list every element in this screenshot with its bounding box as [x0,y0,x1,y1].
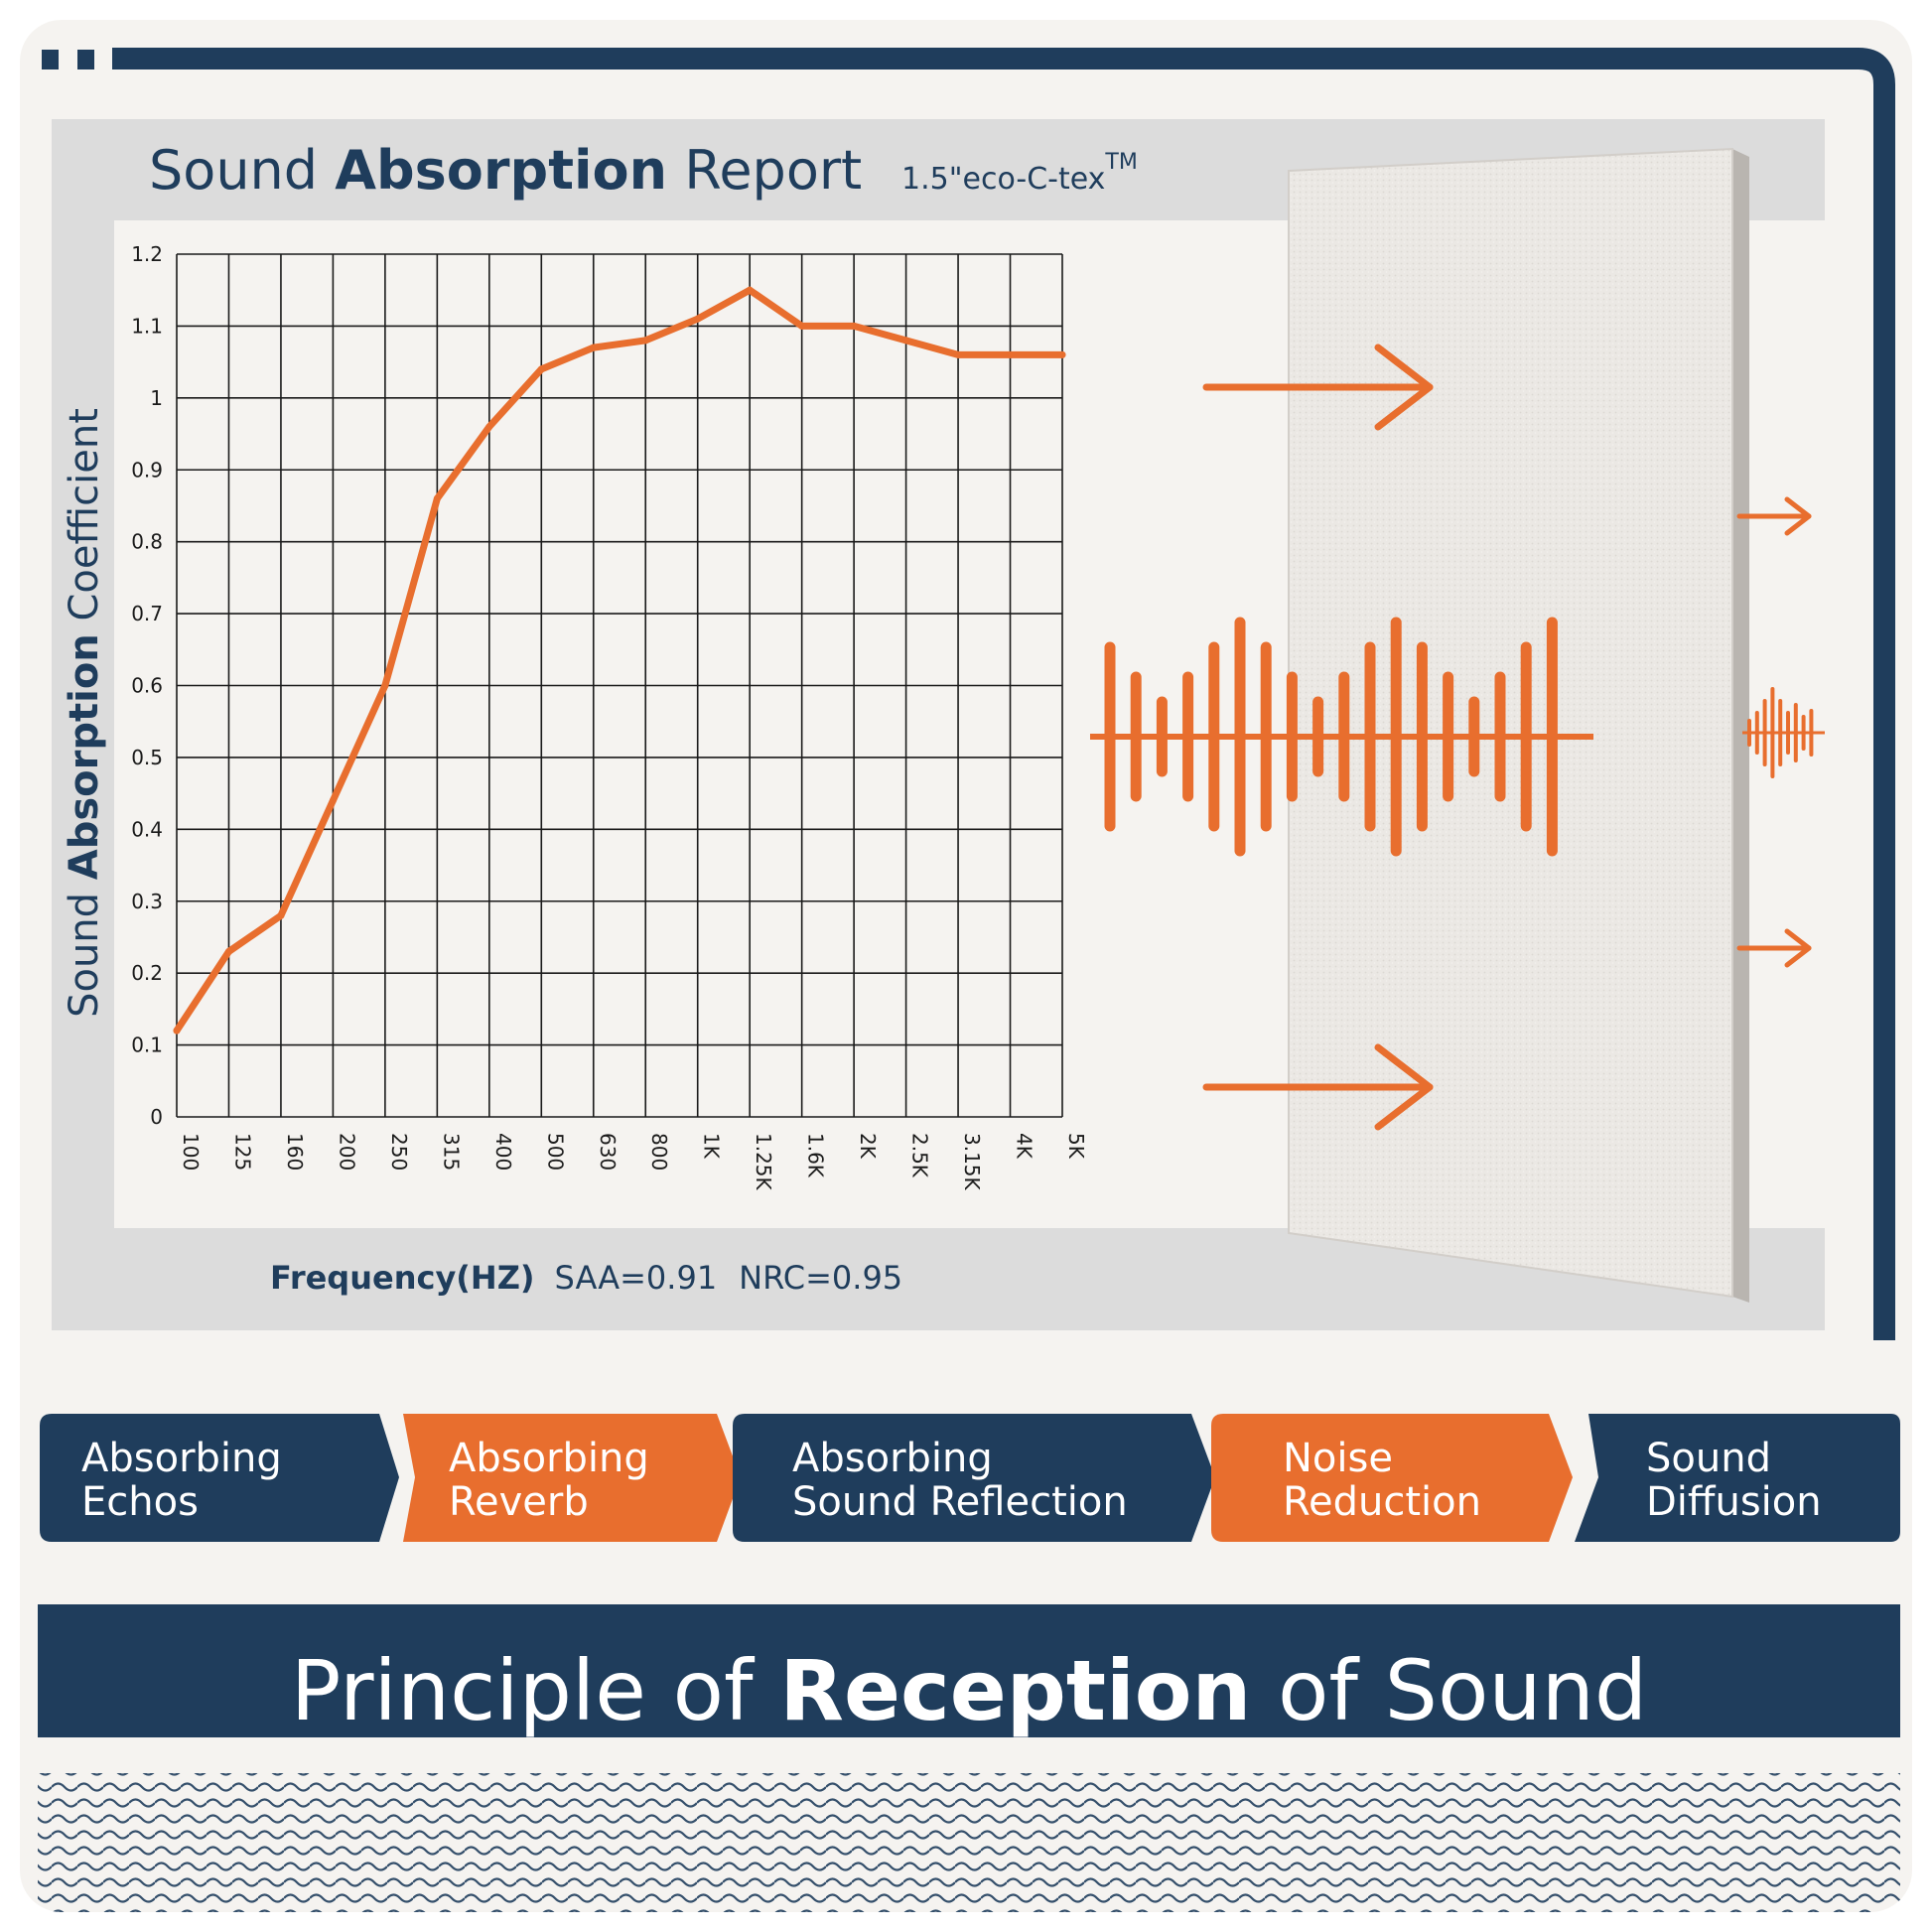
y-axis-label: Sound Absorption Coefficient [62,408,107,1018]
x-tick-label: 160 [283,1133,307,1171]
data-point [173,1027,181,1035]
x-tick-label: 125 [230,1133,254,1171]
series-line [173,286,1066,1035]
x-tick-label: 1.6K [804,1133,828,1178]
data-point [1058,350,1066,358]
absorption-line [173,286,1066,1035]
y-tick-label: 0.7 [131,602,163,625]
data-point [746,286,754,294]
data-point [381,682,389,689]
saa-value: SAA=0.91 [555,1259,718,1297]
feature-noise-reduction: Noise Reduction [1211,1414,1573,1542]
sound-wave-icon [1090,617,1593,857]
svg-text:Sound Reflection: Sound Reflection [792,1479,1128,1525]
arrow-right-icon [1736,496,1812,536]
svg-text:Absorbing: Absorbing [449,1436,649,1481]
svg-text:Absorbing: Absorbing [81,1436,282,1481]
banner-title: Principle of Reception of Sound [291,1642,1647,1739]
svg-text:Reduction: Reduction [1283,1479,1481,1525]
data-point [850,322,858,330]
feature-absorbing-sound-reflection: Absorbing Sound Reflection [733,1414,1215,1542]
x-tick-label: 2.5K [908,1133,932,1178]
y-tick-label: 0.1 [131,1034,163,1057]
x-tick-label: 800 [647,1133,671,1171]
x-tick-label: 315 [439,1133,463,1171]
data-point [798,322,806,330]
x-tick-label: 500 [543,1133,567,1171]
data-point [902,337,910,345]
x-tick-label: 2K [856,1133,880,1160]
svg-text:Sound: Sound [1646,1436,1771,1481]
y-tick-label: 0.3 [131,890,163,913]
data-point [590,344,598,351]
x-tick-label: 250 [387,1133,411,1171]
svg-text:Echos: Echos [81,1479,199,1525]
feature-sound-diffusion: Sound Diffusion [1575,1414,1900,1542]
arrow-right-icon [1202,1043,1434,1131]
y-tick-label: 0.4 [131,817,163,841]
x-tick-label: 5K [1064,1133,1088,1160]
svg-text:Absorbing: Absorbing [792,1436,993,1481]
chart-grid [176,253,1063,1118]
product-name: 1.5"eco-C-texTM [901,150,1138,197]
y-tick-label: 0.2 [131,961,163,985]
y-tick-label: 0 [150,1105,163,1129]
data-point [485,423,493,431]
x-tick-label: 4K [1013,1133,1036,1160]
data-point [1007,350,1015,358]
nrc-value: NRC=0.95 [739,1259,902,1297]
x-tick-label: 100 [179,1133,203,1171]
y-tick-labels: 0 0.1 0.2 0.3 0.4 0.5 0.6 0.7 0.8 0.9 1 1.1 1.2 [131,242,163,1129]
arrow-right-icon [1736,928,1812,968]
data-point [277,911,285,919]
feature-list: Absorbing Echos Absorbing Reverb Absorbi… [40,1414,1900,1542]
data-point [641,337,649,345]
acoustic-panel-icon [1288,147,1749,1303]
feature-absorbing-reverb: Absorbing Reverb [403,1414,741,1542]
svg-text:Noise: Noise [1283,1436,1393,1481]
y-tick-label: 1.1 [131,314,163,338]
y-tick-label: 1.2 [131,242,163,266]
y-tick-label: 0.8 [131,530,163,554]
data-point [694,315,702,323]
y-tick-label: 0.6 [131,674,163,698]
x-tick-label: 400 [491,1133,515,1171]
data-point [954,350,962,358]
feature-absorbing-echos: Absorbing Echos [40,1414,399,1542]
x-tick-label: 1K [700,1133,724,1160]
x-tick-labels: 100 125 160 200 250 315 400 500 630 800 1K 1.25K 1.6… [179,1133,1088,1191]
data-point [433,494,441,502]
sound-wave-icon [1742,687,1825,778]
footer-stats: Frequency(HZ) SAA=0.91 NRC=0.95 [270,1259,902,1297]
y-tick-label: 1 [150,386,163,410]
data-point [537,365,545,373]
x-tick-label: 200 [335,1133,358,1171]
x-axis-label: Frequency(HZ) [270,1259,535,1297]
y-tick-label: 0.9 [131,458,163,482]
svg-text:Reverb: Reverb [449,1479,589,1525]
x-tick-label: 1.25K [752,1133,775,1191]
wave-pattern-strip [38,1773,1900,1912]
data-point [224,947,232,955]
principle-banner [38,1604,1900,1737]
navy-frame [42,48,1895,1340]
x-tick-label: 630 [596,1133,620,1171]
data-point [329,796,337,804]
report-title: Sound Absorption Report [149,139,862,202]
x-tick-label: 3.15K [960,1133,984,1191]
y-tick-label: 0.5 [131,746,163,769]
arrow-right-icon [1202,344,1434,431]
svg-text:Diffusion: Diffusion [1646,1479,1822,1525]
